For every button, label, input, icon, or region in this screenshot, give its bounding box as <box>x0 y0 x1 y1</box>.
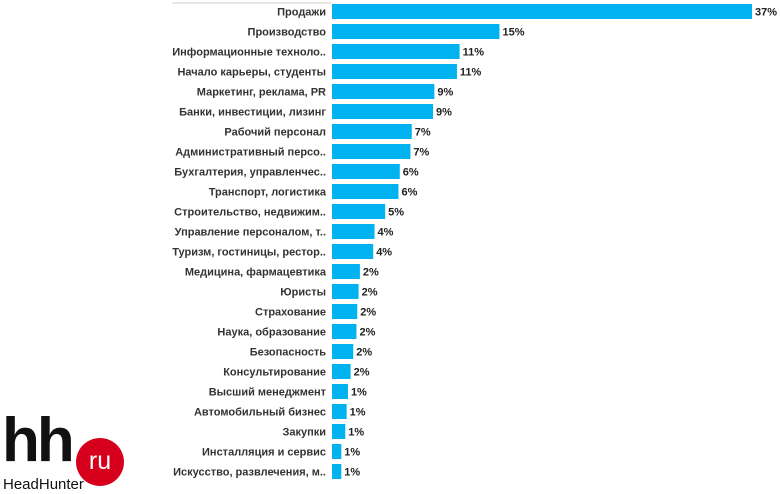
value-label: 6% <box>401 187 417 199</box>
category-label: Начало карьеры, студенты <box>177 67 326 79</box>
category-label: Банки, инвестиции, лизинг <box>179 107 326 119</box>
bar <box>332 44 460 59</box>
value-label: 7% <box>413 147 429 159</box>
logo-brand-name: HeadHunter <box>3 476 84 493</box>
value-label: 4% <box>376 247 392 259</box>
bar <box>332 384 348 399</box>
category-label: Рабочий персонал <box>224 127 326 139</box>
category-label: Бухгалтерия, управленчес.. <box>174 167 326 179</box>
bar <box>332 84 435 99</box>
bar <box>332 284 359 299</box>
bar <box>332 404 347 419</box>
category-label: Медицина, фармацевтика <box>185 267 327 279</box>
category-label: Наука, образование <box>217 327 326 339</box>
bar <box>332 444 342 459</box>
logo-ru-text: ru <box>88 447 112 475</box>
value-label: 9% <box>437 87 453 99</box>
bar <box>332 124 412 139</box>
bar <box>332 24 500 39</box>
bar <box>332 184 399 199</box>
value-label: 2% <box>354 367 370 379</box>
value-label: 5% <box>388 207 404 219</box>
bar <box>332 204 386 219</box>
value-label: 7% <box>415 127 431 139</box>
category-label: Туризм, гостиницы, рестор.. <box>172 247 326 259</box>
category-label: Транспорт, логистика <box>209 187 327 199</box>
value-label: 11% <box>463 47 485 59</box>
value-label: 2% <box>362 287 378 299</box>
category-label: Автомобильный бизнес <box>194 407 326 419</box>
bar <box>332 344 354 359</box>
category-label: Искусство, развлечения, м.. <box>173 467 326 479</box>
category-label: Страхование <box>255 307 326 319</box>
category-label: Маркетинг, реклама, PR <box>197 87 326 99</box>
value-label: 2% <box>360 307 376 319</box>
value-label: 2% <box>363 267 379 279</box>
value-label: 9% <box>436 107 452 119</box>
value-label: 1% <box>351 387 367 399</box>
category-label: Административный персо.. <box>175 147 326 159</box>
bar <box>332 244 374 259</box>
bar <box>332 464 342 479</box>
value-label: 1% <box>344 447 360 459</box>
bar <box>332 264 360 279</box>
category-label: Закупки <box>282 427 326 439</box>
bar <box>332 324 357 339</box>
category-label: Строительство, недвижим.. <box>174 207 326 219</box>
bar <box>332 104 434 119</box>
bar <box>332 164 400 179</box>
logo-ru-badge-icon: ru <box>76 438 124 486</box>
value-label: 15% <box>502 27 524 39</box>
category-label: Продажи <box>277 7 326 19</box>
category-label: Безопасность <box>250 347 327 359</box>
bar <box>332 4 752 19</box>
bar <box>332 364 351 379</box>
logo-hh-mark: hh <box>2 406 75 475</box>
bar <box>332 64 457 79</box>
category-label: Производство <box>248 27 327 39</box>
headhunter-logo: hh ru HeadHunter <box>2 410 132 494</box>
value-label: 6% <box>403 167 419 179</box>
value-label: 37% <box>755 7 777 19</box>
value-label: 1% <box>344 467 360 479</box>
category-label: Информационные техноло.. <box>172 47 326 59</box>
category-label: Управление персоналом, т.. <box>175 227 326 239</box>
category-label: Юристы <box>280 287 326 299</box>
value-label: 2% <box>356 347 372 359</box>
bar <box>332 424 346 439</box>
category-label: Инсталляция и сервис <box>202 447 326 459</box>
value-label: 1% <box>348 427 364 439</box>
value-label: 1% <box>350 407 366 419</box>
category-label: Консультирование <box>223 367 326 379</box>
category-label: Высший менеджмент <box>209 387 327 399</box>
value-label: 4% <box>378 227 394 239</box>
value-label: 11% <box>460 67 482 79</box>
bar <box>332 144 411 159</box>
bar <box>332 304 358 319</box>
bar <box>332 224 375 239</box>
value-label: 2% <box>359 327 375 339</box>
